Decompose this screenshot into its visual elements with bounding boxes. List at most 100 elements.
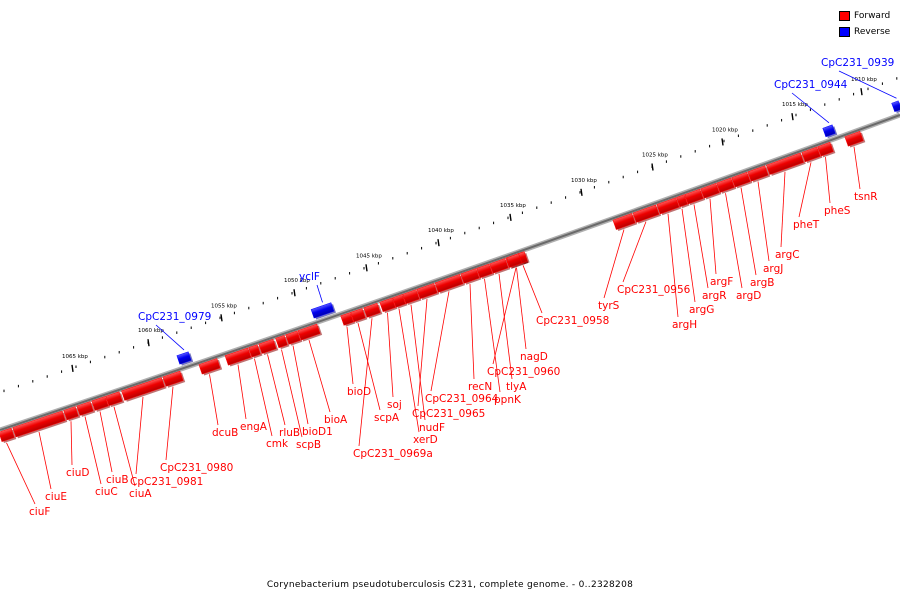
gene-label-ciuE[interactable]: ciuE xyxy=(45,491,67,503)
gene-feature-ciuB[interactable] xyxy=(91,396,111,412)
gene-label-CpC231_0956[interactable]: CpC231_0956 xyxy=(617,284,691,296)
gene-feature-ciuD[interactable] xyxy=(63,406,81,422)
gene-label-CpC231_0939[interactable]: CpC231_0939 xyxy=(821,57,894,69)
gene-label-pheT[interactable]: pheT xyxy=(793,219,820,231)
gene-label-argB[interactable]: argB xyxy=(750,277,774,289)
gene-feature-bioD[interactable] xyxy=(340,312,356,327)
gene-feature-tyrS[interactable] xyxy=(612,213,638,232)
gene-label-engA[interactable]: engA xyxy=(240,421,268,433)
gene-leader-line xyxy=(498,273,513,380)
gene-feature-CpC231_0965[interactable] xyxy=(416,283,440,301)
gene-feature-CpC231_0964[interactable] xyxy=(434,274,466,294)
gene-label-tyrS[interactable]: tyrS xyxy=(598,300,620,312)
gene-label-ciuB[interactable]: ciuB xyxy=(106,474,129,486)
gene-feature-argD[interactable] xyxy=(716,177,737,194)
gene-feature-ciuF[interactable] xyxy=(0,427,17,444)
gene-feature-ciuE[interactable] xyxy=(12,410,68,439)
gene-feature-argF[interactable] xyxy=(700,183,722,200)
gene-feature-scpB[interactable] xyxy=(275,335,290,350)
gene-label-tlyA[interactable]: tlyA xyxy=(506,381,527,393)
gene-feature-ciuC[interactable] xyxy=(76,401,96,417)
gene-label-CpC231_0964[interactable]: CpC231_0964 xyxy=(425,393,499,405)
gene-feature-CpC231_0956[interactable] xyxy=(632,204,662,224)
gene-label-argD[interactable]: argD xyxy=(736,290,761,302)
gene-label-CpC231_0944[interactable]: CpC231_0944 xyxy=(774,79,848,91)
gene-label-CpC231_0979[interactable]: CpC231_0979 xyxy=(138,311,211,323)
gene-label-scpB[interactable]: scpB xyxy=(296,439,321,451)
gene-label-CpC231_0958[interactable]: CpC231_0958 xyxy=(536,315,609,327)
gene-label-dcuB[interactable]: dcuB xyxy=(212,427,238,439)
tick-label: 1035 kbp xyxy=(500,203,526,209)
gene-feature-argH[interactable] xyxy=(656,197,682,216)
gene-feature-CpC231_0939[interactable] xyxy=(891,100,900,114)
gene-feature-rluB[interactable] xyxy=(258,338,279,356)
gene-feature-nudF[interactable] xyxy=(402,289,422,306)
gene-feature-CpC231_0969a[interactable] xyxy=(363,302,383,319)
gene-leader-line xyxy=(281,349,303,438)
gene-feature-dcuB[interactable] xyxy=(198,358,223,376)
gene-box xyxy=(612,213,636,230)
gene-feature-ciuA[interactable] xyxy=(105,391,125,408)
gene-label-CpC231_0969a[interactable]: CpC231_0969a xyxy=(353,448,433,460)
gene-leader-line xyxy=(292,345,309,425)
gene-label-xerD[interactable]: xerD xyxy=(413,434,438,446)
gene-label-bioD1[interactable]: bioD1 xyxy=(302,426,333,438)
gene-feature-CpC231_0958[interactable] xyxy=(518,251,530,265)
gene-label-scpA[interactable]: scpA xyxy=(374,412,400,424)
gene-label-bioD[interactable]: bioD xyxy=(347,386,371,398)
gene-feature-CpC231_0944[interactable] xyxy=(822,124,838,139)
gene-label-CpC231_0960[interactable]: CpC231_0960 xyxy=(487,366,560,378)
gene-feature-CpC231_0980[interactable] xyxy=(162,370,186,389)
gene-label-ciuC[interactable]: ciuC xyxy=(95,486,118,498)
gene-feature-CpC231_0979[interactable] xyxy=(176,351,194,366)
legend-reverse-label: Reverse xyxy=(854,27,891,37)
gene-label-soj[interactable]: soj xyxy=(387,399,402,411)
gene-feature-ppnK[interactable] xyxy=(476,263,495,280)
gene-label-ciuA[interactable]: ciuA xyxy=(129,488,152,500)
gene-label-yclF[interactable]: yclF xyxy=(299,271,320,283)
gene-feature-yclF[interactable] xyxy=(310,302,336,320)
gene-label-CpC231_0981[interactable]: CpC231_0981 xyxy=(130,476,203,488)
tick-label: 1020 kbp xyxy=(712,127,738,133)
gene-box xyxy=(632,204,660,223)
gene-feature-tlyA[interactable] xyxy=(489,258,511,275)
gene-label-tsnR[interactable]: tsnR xyxy=(854,191,878,203)
gene-feature-CpC231_0981[interactable] xyxy=(121,377,167,402)
gene-feature-bioD1[interactable] xyxy=(285,330,303,346)
gene-label-ciuF[interactable]: ciuF xyxy=(29,506,50,518)
gene-label-recN[interactable]: recN xyxy=(468,381,492,393)
gene-label-ciuD[interactable]: ciuD xyxy=(66,467,89,479)
gene-feature-argC[interactable] xyxy=(766,152,806,176)
gene-feature-bioA[interactable] xyxy=(297,323,323,342)
major-tick xyxy=(437,239,440,247)
gene-label-argG[interactable]: argG xyxy=(689,304,714,316)
gene-feature-soj[interactable] xyxy=(379,297,398,314)
gene-feature-engA[interactable] xyxy=(224,347,254,367)
gene-feature-recN[interactable] xyxy=(460,268,482,285)
gene-label-rluB[interactable]: rluB xyxy=(279,427,300,439)
gene-label-argF[interactable]: argF xyxy=(710,276,733,288)
gene-feature-argR[interactable] xyxy=(684,188,706,206)
gene-label-argJ[interactable]: argJ xyxy=(763,263,783,275)
major-tick xyxy=(860,88,863,96)
gene-feature-argJ[interactable] xyxy=(747,165,771,183)
gene-label-nudF[interactable]: nudF xyxy=(419,422,445,434)
gene-label-CpC231_0965[interactable]: CpC231_0965 xyxy=(412,408,485,420)
gene-label-argR[interactable]: argR xyxy=(702,290,727,302)
gene-feature-pheT[interactable] xyxy=(801,146,823,164)
gene-box xyxy=(248,344,261,358)
gene-label-argH[interactable]: argH xyxy=(672,319,697,331)
gene-label-argC[interactable]: argC xyxy=(775,249,800,261)
gene-feature-argB[interactable] xyxy=(731,171,753,189)
gene-label-pheS[interactable]: pheS xyxy=(824,205,851,217)
gene-label-bioA[interactable]: bioA xyxy=(324,414,348,426)
gene-label-CpC231_0980[interactable]: CpC231_0980 xyxy=(160,462,233,474)
gene-label-ppnK[interactable]: ppnK xyxy=(494,394,522,406)
gene-feature-tsnR[interactable] xyxy=(844,130,866,148)
gene-feature-pheS[interactable] xyxy=(817,141,836,158)
gene-label-nagD[interactable]: nagD xyxy=(520,351,548,363)
gene-feature-scpA[interactable] xyxy=(350,308,368,324)
gene-feature-cmk[interactable] xyxy=(248,344,263,359)
gene-label-cmk[interactable]: cmk xyxy=(266,438,289,450)
